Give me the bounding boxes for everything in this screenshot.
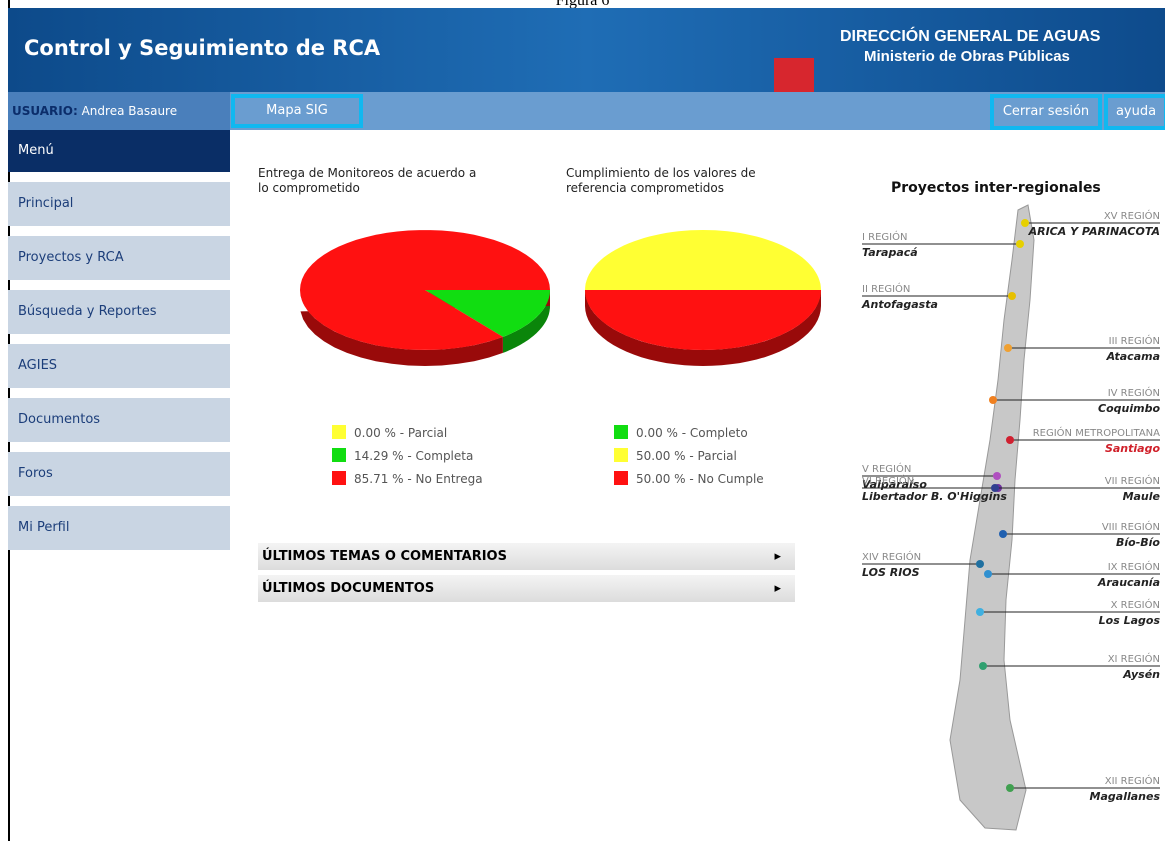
region-number: XI REGIÓN bbox=[1108, 652, 1160, 665]
legend-swatch bbox=[332, 425, 346, 439]
legend-label: 50.00 % - No Cumple bbox=[636, 472, 764, 486]
chart-title: Entrega de Monitoreos de acuerdo a bbox=[258, 166, 476, 180]
region-number: I REGIÓN bbox=[862, 230, 907, 243]
chart-title: lo comprometido bbox=[258, 181, 360, 195]
region-dot bbox=[976, 560, 984, 568]
region-name: Bío-Bío bbox=[1116, 536, 1160, 549]
region-name: ARICA Y PARINACOTA bbox=[1028, 225, 1160, 238]
region-number: REGIÓN METROPOLITANA bbox=[1033, 426, 1160, 439]
region-dot bbox=[979, 662, 987, 670]
region-dot bbox=[976, 608, 984, 616]
legend-swatch bbox=[614, 448, 628, 462]
region-dot bbox=[999, 530, 1007, 538]
chart-title: Cumplimiento de los valores de bbox=[566, 166, 756, 180]
legend-swatch bbox=[614, 425, 628, 439]
region-number: VIII REGIÓN bbox=[1102, 520, 1160, 533]
region-name: Tarapacá bbox=[862, 246, 918, 259]
region-number: XV REGIÓN bbox=[1104, 209, 1160, 222]
legend-label: 14.29 % - Completa bbox=[354, 449, 473, 463]
region-dot bbox=[1016, 240, 1024, 248]
region-name: Coquimbo bbox=[1098, 402, 1160, 415]
region-number: XII REGIÓN bbox=[1105, 774, 1160, 787]
pie-slice bbox=[585, 230, 821, 290]
region-dot bbox=[991, 484, 999, 492]
region-number: IX REGIÓN bbox=[1108, 560, 1160, 573]
region-number: IV REGIÓN bbox=[1108, 386, 1160, 399]
region-dot bbox=[993, 472, 1001, 480]
region-number: XIV REGIÓN bbox=[862, 550, 921, 563]
region-name: Maule bbox=[1123, 490, 1161, 503]
map-title: Proyectos inter-regionales bbox=[891, 180, 1101, 196]
region-dot bbox=[1006, 784, 1014, 792]
region-number: II REGIÓN bbox=[862, 282, 910, 295]
region-number: III REGIÓN bbox=[1109, 334, 1160, 347]
region-name: Magallanes bbox=[1090, 790, 1161, 803]
legend-swatch bbox=[332, 471, 346, 485]
page: Figura 6 Control y Seguimiento de RCA DI… bbox=[0, 0, 1165, 841]
legend-label: 0.00 % - Parcial bbox=[354, 426, 447, 440]
region-name: Santiago bbox=[1105, 442, 1161, 455]
region-name: Atacama bbox=[1106, 350, 1160, 363]
region-name: Aysén bbox=[1122, 668, 1160, 681]
legend-label: 0.00 % - Completo bbox=[636, 426, 748, 440]
region-name: Araucanía bbox=[1097, 576, 1160, 589]
region-dot bbox=[984, 570, 992, 578]
legend-swatch bbox=[614, 471, 628, 485]
legend-label: 85.71 % - No Entrega bbox=[354, 472, 483, 486]
region-number: V REGIÓN bbox=[862, 462, 911, 475]
region-dot bbox=[989, 396, 997, 404]
chile-map bbox=[950, 205, 1034, 830]
legend-swatch bbox=[332, 448, 346, 462]
region-number: X REGIÓN bbox=[1111, 598, 1160, 611]
region-name: LOS RIOS bbox=[862, 566, 920, 579]
legend-label: 50.00 % - Parcial bbox=[636, 449, 737, 463]
region-number: VII REGIÓN bbox=[1105, 474, 1160, 487]
region-dot bbox=[1006, 436, 1014, 444]
region-name: Los Lagos bbox=[1099, 614, 1161, 627]
chart-title: referencia comprometidos bbox=[566, 181, 724, 195]
region-dot bbox=[1004, 344, 1012, 352]
region-name: Antofagasta bbox=[861, 298, 938, 311]
region-number: VI REGIÓN bbox=[862, 474, 914, 487]
content: Entrega de Monitoreos de acuerdo alo com… bbox=[0, 0, 1165, 841]
region-name: Libertador B. O'Higgins bbox=[862, 490, 1007, 503]
region-dot bbox=[1008, 292, 1016, 300]
